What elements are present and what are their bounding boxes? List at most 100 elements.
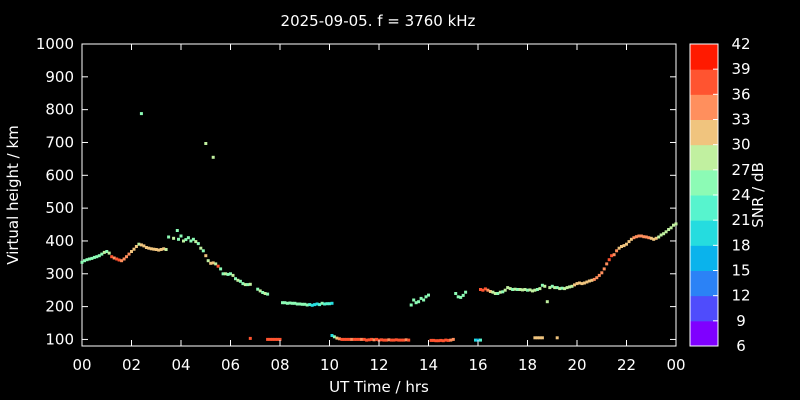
data-point	[80, 260, 84, 264]
data-point	[667, 228, 671, 231]
data-point	[325, 302, 329, 306]
y-tick-label: 1000	[36, 35, 74, 53]
data-point	[337, 337, 341, 341]
data-point	[95, 255, 99, 259]
data-point	[345, 337, 349, 341]
data-point	[246, 283, 250, 287]
data-point	[288, 301, 292, 305]
data-point	[90, 256, 94, 260]
data-point	[130, 250, 133, 253]
data-point	[167, 235, 171, 239]
data-points	[80, 112, 678, 343]
data-point	[501, 290, 505, 294]
y-tick-label: 300	[45, 265, 74, 283]
data-point	[629, 237, 633, 241]
data-point	[674, 222, 678, 226]
data-point	[342, 337, 346, 341]
data-point	[226, 272, 230, 276]
colorbar-tick-label: 39	[731, 60, 750, 78]
data-point	[139, 112, 143, 116]
data-point	[454, 292, 458, 295]
data-point	[422, 298, 426, 302]
data-point	[157, 248, 161, 252]
data-point	[175, 229, 179, 232]
data-point	[256, 287, 260, 291]
colorbar-segment	[690, 195, 718, 221]
data-point	[234, 277, 237, 281]
data-point	[518, 288, 522, 291]
colorbar-segment	[690, 270, 718, 297]
data-point	[186, 236, 190, 240]
data-point	[310, 303, 314, 307]
data-point	[431, 338, 435, 342]
data-point	[446, 338, 450, 342]
colorbar-label: SNR / dB	[749, 162, 767, 228]
data-point	[305, 303, 309, 307]
data-point	[290, 301, 294, 305]
data-point	[330, 334, 334, 337]
data-point	[523, 288, 527, 291]
data-point	[555, 286, 559, 290]
x-tick-label: 06	[221, 356, 240, 374]
data-point	[652, 237, 656, 241]
data-point	[659, 233, 663, 237]
data-point	[662, 232, 666, 236]
data-point	[268, 337, 272, 341]
data-point	[243, 283, 247, 287]
data-point	[407, 338, 411, 342]
data-point	[271, 337, 275, 341]
y-tick-label: 800	[45, 101, 74, 119]
data-point	[248, 336, 252, 340]
data-point	[152, 247, 156, 251]
colorbar-tick-label: 24	[731, 186, 750, 204]
colorbar-segment	[690, 169, 718, 196]
data-point	[320, 301, 324, 305]
data-point	[568, 285, 572, 289]
data-point	[429, 338, 433, 342]
data-point	[120, 259, 124, 263]
colorbar-tick-label: 18	[731, 236, 750, 254]
x-tick-label: 02	[122, 356, 141, 374]
data-point	[211, 155, 215, 159]
data-point	[112, 256, 116, 260]
data-point	[194, 240, 198, 244]
data-point	[533, 336, 537, 340]
data-point	[117, 258, 121, 262]
data-point	[615, 249, 619, 253]
data-point	[639, 234, 643, 238]
x-tick-label: 00	[666, 356, 685, 374]
data-point	[382, 338, 386, 342]
data-point	[456, 295, 460, 299]
data-point	[164, 248, 168, 251]
data-point	[394, 338, 398, 342]
data-point	[283, 301, 287, 305]
x-tick-label: 18	[518, 356, 537, 374]
data-point	[149, 247, 153, 251]
data-point	[493, 292, 497, 295]
data-point	[508, 287, 512, 291]
x-tick-label: 16	[468, 356, 487, 374]
data-point	[216, 264, 220, 268]
data-point	[642, 235, 646, 239]
colorbar-segment	[690, 245, 718, 271]
data-point	[506, 286, 510, 290]
data-point	[580, 282, 584, 286]
data-point	[649, 236, 653, 240]
x-tick-label: 00	[72, 356, 91, 374]
colorbar-segment	[690, 220, 718, 246]
data-point	[419, 296, 423, 300]
y-tick-label: 600	[45, 166, 74, 184]
data-point	[459, 295, 463, 299]
colorbar-tick-label: 42	[731, 35, 750, 53]
data-point	[622, 244, 626, 248]
data-point	[605, 262, 609, 266]
data-point	[617, 246, 621, 250]
data-point	[147, 246, 151, 250]
data-point	[664, 230, 668, 234]
data-point	[498, 290, 502, 294]
data-point	[209, 261, 213, 265]
data-point	[560, 286, 564, 290]
data-point	[335, 336, 339, 340]
data-point	[513, 287, 517, 291]
